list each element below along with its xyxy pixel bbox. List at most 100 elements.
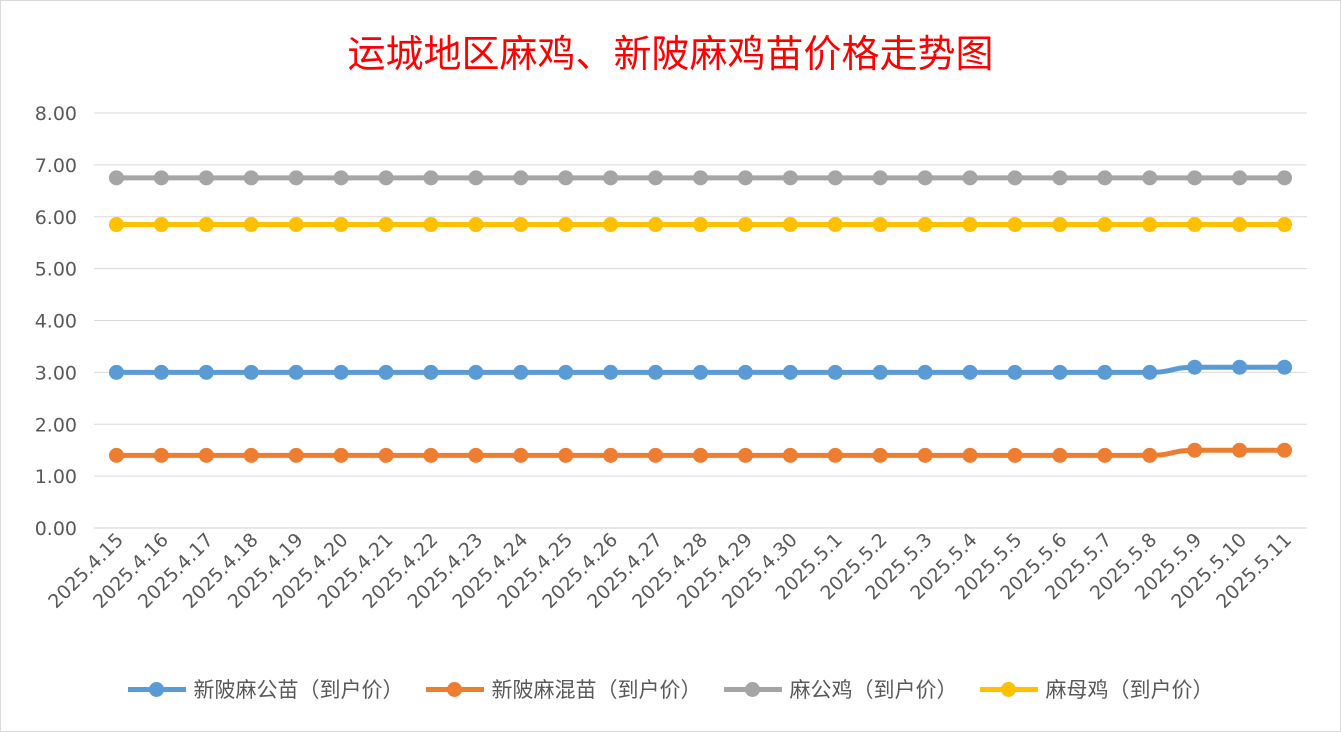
data-point xyxy=(1232,359,1248,375)
data-point xyxy=(423,447,439,463)
data-point xyxy=(558,364,574,380)
data-point xyxy=(1232,442,1248,458)
data-point xyxy=(693,364,708,380)
legend-label: 麻公鸡（到户价） xyxy=(789,678,958,702)
data-point xyxy=(153,217,169,233)
y-tick-label: 5.00 xyxy=(35,259,77,281)
data-point xyxy=(288,364,304,380)
legend-label: 麻母鸡（到户价） xyxy=(1045,678,1214,702)
data-point xyxy=(693,170,708,186)
data-point xyxy=(603,447,619,463)
data-point xyxy=(558,447,574,463)
data-point xyxy=(1277,170,1293,186)
data-point xyxy=(468,170,484,186)
data-point xyxy=(1187,359,1203,375)
data-point xyxy=(1277,359,1293,375)
data-point xyxy=(1097,447,1113,463)
data-point xyxy=(198,217,214,233)
data-point xyxy=(1007,170,1023,186)
chart-title: 运城地区麻鸡、新陂麻鸡苗价格走势图 xyxy=(347,32,994,76)
data-point xyxy=(243,170,259,186)
data-point xyxy=(827,364,843,380)
data-point xyxy=(378,364,394,380)
y-tick-label: 4.00 xyxy=(35,311,77,333)
y-tick-label: 7.00 xyxy=(35,155,77,177)
series-0 xyxy=(108,359,1293,380)
data-point xyxy=(603,364,619,380)
data-point xyxy=(648,170,664,186)
data-point xyxy=(288,170,304,186)
y-tick-label: 2.00 xyxy=(35,414,77,436)
data-point xyxy=(108,170,124,186)
data-point xyxy=(693,447,708,463)
data-point xyxy=(153,364,169,380)
data-point xyxy=(243,447,259,463)
data-point xyxy=(737,217,753,233)
data-point xyxy=(1007,364,1023,380)
data-point xyxy=(1007,217,1023,233)
data-point xyxy=(108,364,124,380)
data-point xyxy=(1097,217,1113,233)
data-point xyxy=(378,170,394,186)
data-point xyxy=(1097,170,1113,186)
data-point xyxy=(603,170,619,186)
data-point xyxy=(827,170,843,186)
data-point xyxy=(782,364,798,380)
data-point xyxy=(872,217,888,233)
legend-label: 新陂麻混苗（到户价） xyxy=(491,678,702,702)
data-point xyxy=(962,170,978,186)
data-point xyxy=(693,217,708,233)
legend-marker xyxy=(446,682,462,697)
y-tick-label: 8.00 xyxy=(35,103,77,125)
data-point xyxy=(782,170,798,186)
data-point xyxy=(1142,364,1158,380)
data-point xyxy=(468,364,484,380)
data-point xyxy=(782,447,798,463)
data-point xyxy=(1052,170,1068,186)
legend-marker xyxy=(148,682,164,697)
data-point xyxy=(1232,170,1248,186)
data-point xyxy=(558,170,574,186)
data-point xyxy=(917,364,933,380)
data-point xyxy=(737,170,753,186)
data-point xyxy=(423,217,439,233)
legend-marker xyxy=(1000,682,1016,697)
data-point xyxy=(108,217,124,233)
data-point xyxy=(1232,217,1248,233)
data-point xyxy=(1052,217,1068,233)
data-point xyxy=(648,217,664,233)
data-point xyxy=(1142,217,1158,233)
data-point xyxy=(1052,447,1068,463)
legend-marker xyxy=(744,682,760,697)
data-point xyxy=(962,217,978,233)
data-point xyxy=(513,447,529,463)
data-point xyxy=(1142,170,1158,186)
data-point xyxy=(288,217,304,233)
data-point xyxy=(872,170,888,186)
data-point xyxy=(1007,447,1023,463)
data-point xyxy=(243,217,259,233)
data-point xyxy=(962,447,978,463)
data-point xyxy=(1187,217,1203,233)
series-2 xyxy=(108,170,1293,186)
legend-item: 麻母鸡（到户价） xyxy=(979,674,1214,704)
data-point xyxy=(198,447,214,463)
data-point xyxy=(1187,170,1203,186)
data-point xyxy=(423,364,439,380)
data-point xyxy=(153,170,169,186)
data-point xyxy=(423,170,439,186)
data-point xyxy=(648,364,664,380)
legend-item: 新陂麻公苗（到户价） xyxy=(127,674,404,704)
series-1 xyxy=(108,442,1293,463)
data-point xyxy=(1277,442,1293,458)
data-point xyxy=(962,364,978,380)
data-point xyxy=(333,364,349,380)
data-point xyxy=(1142,447,1158,463)
legend-swatch xyxy=(127,679,186,699)
data-point xyxy=(513,217,529,233)
data-point xyxy=(737,447,753,463)
legend-label: 新陂麻公苗（到户价） xyxy=(193,678,404,702)
data-point xyxy=(917,217,933,233)
data-point xyxy=(827,217,843,233)
